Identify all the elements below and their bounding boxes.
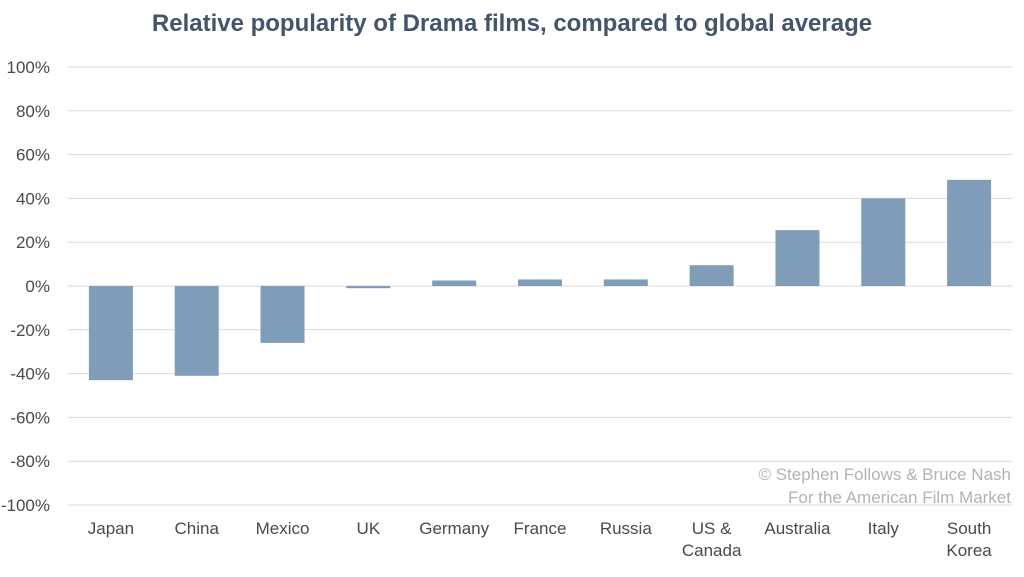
y-tick-label: 60% [16, 146, 50, 165]
bar [775, 230, 820, 286]
bar [174, 286, 219, 376]
gridlines [68, 66, 1012, 506]
x-category-label: Mexico [256, 519, 310, 538]
credit-line: © Stephen Follows & Bruce Nash [758, 465, 1011, 484]
y-tick-label: -40% [10, 365, 50, 384]
x-category-label: US & Canada [682, 519, 742, 560]
chart-title: Relative popularity of Drama films, comp… [151, 10, 873, 37]
credit-line: For the American Film Market [788, 488, 1011, 507]
bar [260, 286, 305, 343]
bar [518, 279, 562, 286]
bars [88, 179, 992, 381]
x-axis-categories: Japan China Mexico UK Germany France Russia US … [88, 519, 993, 560]
x-category-label: China [175, 519, 220, 538]
bar [432, 280, 477, 286]
bar [603, 279, 648, 286]
bar [88, 286, 133, 381]
y-tick-label: 40% [16, 189, 50, 208]
y-tick-label: -80% [10, 452, 50, 471]
y-tick-label: 0% [25, 277, 50, 296]
y-tick-label: 100% [7, 58, 50, 77]
bar [346, 286, 391, 289]
y-tick-label: -60% [10, 408, 50, 427]
x-category-label: Italy [868, 519, 900, 538]
x-category-label: Russia [600, 519, 653, 538]
y-tick-label: 20% [16, 233, 50, 252]
bar [861, 198, 906, 286]
x-category-label: Japan [88, 519, 134, 538]
y-tick-label: -100% [1, 496, 50, 515]
x-category-label: France [514, 519, 567, 538]
y-tick-label: -20% [10, 321, 50, 340]
x-category-label: South Korea [946, 519, 992, 560]
x-category-label: UK [357, 519, 381, 538]
x-category-label: Germany [419, 519, 489, 538]
y-axis-ticks: 100% 80% 60% 40% 20% 0% -20% -40% -60% -80% -100% [1, 58, 50, 515]
bar [689, 265, 734, 286]
credit-watermark: © Stephen Follows & Bruce Nash For the Am… [758, 465, 1011, 507]
x-category-label: Australia [764, 519, 831, 538]
bar [947, 179, 992, 286]
y-tick-label: 80% [16, 102, 50, 121]
